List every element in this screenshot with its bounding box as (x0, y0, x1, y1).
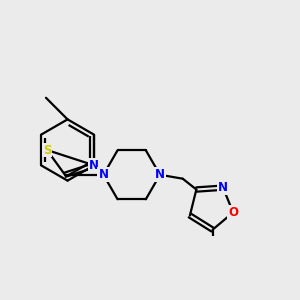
Text: S: S (43, 143, 51, 157)
Text: N: N (155, 168, 165, 181)
Text: N: N (98, 168, 108, 181)
Text: O: O (228, 206, 238, 219)
Text: N: N (218, 181, 228, 194)
Text: N: N (89, 159, 99, 172)
